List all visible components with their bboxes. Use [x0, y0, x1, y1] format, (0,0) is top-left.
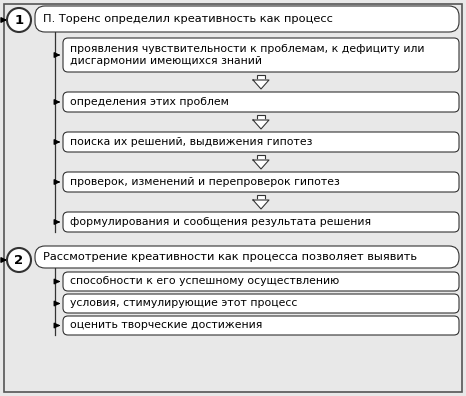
Polygon shape: [253, 200, 269, 209]
FancyBboxPatch shape: [63, 212, 459, 232]
FancyBboxPatch shape: [4, 4, 462, 392]
Text: поиска их решений, выдвижения гипотез: поиска их решений, выдвижения гипотез: [70, 137, 312, 147]
Polygon shape: [253, 80, 269, 89]
FancyBboxPatch shape: [35, 246, 459, 268]
Text: Рассмотрение креативности как процесса позволяет выявить: Рассмотрение креативности как процесса п…: [43, 252, 417, 262]
Text: способности к его успешному осуществлению: способности к его успешному осуществлени…: [70, 276, 339, 286]
Text: оценить творческие достижения: оценить творческие достижения: [70, 320, 262, 331]
FancyBboxPatch shape: [63, 132, 459, 152]
FancyBboxPatch shape: [35, 6, 459, 32]
FancyBboxPatch shape: [63, 172, 459, 192]
FancyBboxPatch shape: [63, 38, 459, 72]
Text: проверок, изменений и перепроверок гипотез: проверок, изменений и перепроверок гипот…: [70, 177, 340, 187]
Polygon shape: [253, 120, 269, 129]
FancyBboxPatch shape: [63, 92, 459, 112]
Text: 1: 1: [14, 13, 24, 27]
FancyBboxPatch shape: [63, 294, 459, 313]
Text: формулирования и сообщения результата решения: формулирования и сообщения результата ре…: [70, 217, 371, 227]
Text: П. Торенс определил креативность как процесс: П. Торенс определил креативность как про…: [43, 14, 333, 24]
Bar: [257, 155, 265, 160]
Bar: [257, 115, 265, 120]
Circle shape: [7, 8, 31, 32]
Text: проявления чувствительности к проблемам, к дефициту или
дисгармонии имеющихся зн: проявления чувствительности к проблемам,…: [70, 44, 425, 67]
Text: определения этих проблем: определения этих проблем: [70, 97, 229, 107]
Bar: [257, 75, 265, 80]
FancyBboxPatch shape: [63, 272, 459, 291]
Circle shape: [7, 248, 31, 272]
Text: 2: 2: [14, 253, 24, 267]
Text: условия, стимулирующие этот процесс: условия, стимулирующие этот процесс: [70, 299, 297, 308]
Bar: [257, 195, 265, 200]
FancyBboxPatch shape: [63, 316, 459, 335]
Polygon shape: [253, 160, 269, 169]
